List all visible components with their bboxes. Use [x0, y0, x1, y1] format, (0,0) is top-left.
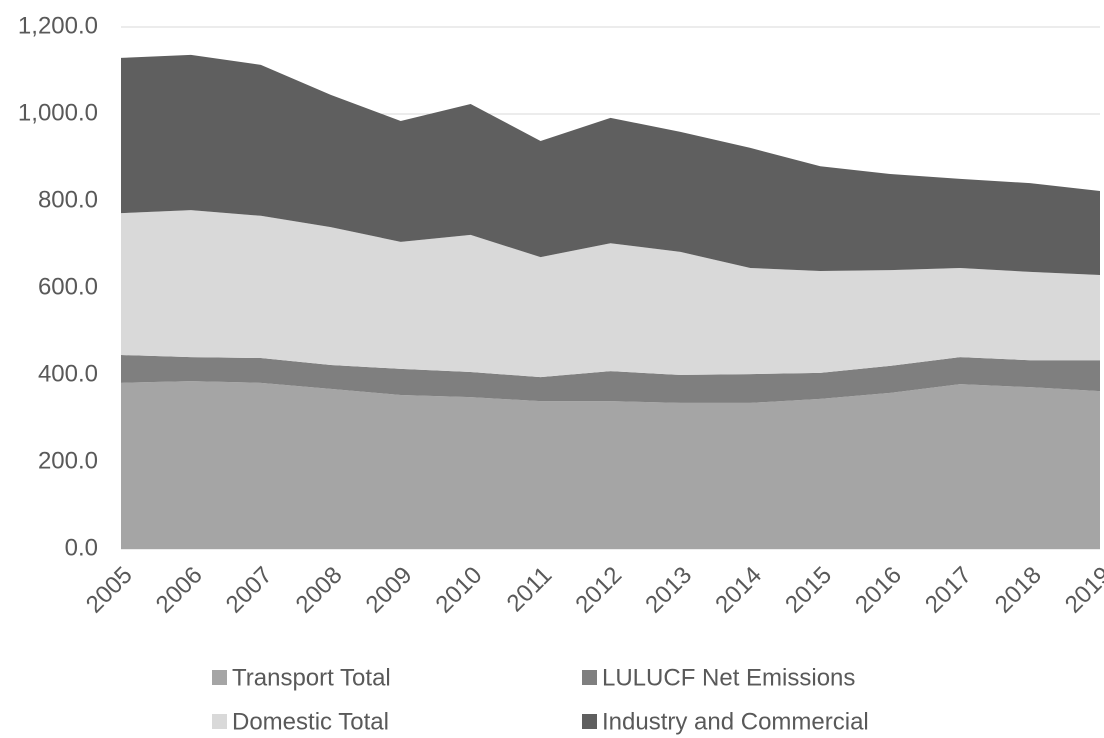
x-tick-label: 2019	[1060, 562, 1104, 619]
x-tick-label: 2006	[151, 562, 208, 619]
x-tick-label: 2007	[221, 562, 278, 619]
x-tick-label: 2010	[431, 562, 488, 619]
area	[121, 381, 1100, 549]
legend-swatch	[212, 714, 227, 729]
y-tick-label: 200.0	[38, 447, 98, 474]
y-tick-label: 600.0	[38, 273, 98, 300]
x-tick-label: 2017	[920, 562, 977, 619]
x-tick-label: 2008	[291, 562, 348, 619]
legend-label: LULUCF Net Emissions	[602, 664, 855, 691]
legend-swatch	[212, 670, 227, 685]
area	[121, 354, 1100, 403]
legend-swatch	[582, 670, 597, 685]
x-tick-label: 2011	[502, 562, 558, 618]
x-tick-label: 2005	[81, 562, 138, 619]
area	[121, 210, 1100, 378]
x-tick-label: 2014	[710, 562, 767, 619]
x-tick-label: 2018	[990, 562, 1047, 619]
legend-label: Domestic Total	[232, 708, 389, 735]
x-tick-label: 2013	[640, 562, 697, 619]
legend-label: Industry and Commercial	[602, 708, 869, 735]
legend-swatch	[582, 714, 597, 729]
y-tick-label: 400.0	[38, 360, 98, 387]
x-tick-label: 2012	[570, 562, 627, 619]
y-tick-label: 0.0	[65, 534, 98, 561]
x-tick-label: 2016	[850, 562, 907, 619]
y-tick-label: 1,000.0	[18, 99, 98, 126]
legend-label: Transport Total	[232, 664, 391, 691]
y-tick-label: 800.0	[38, 186, 98, 213]
x-tick-label: 2015	[780, 562, 837, 619]
area	[121, 54, 1100, 275]
x-tick-label: 2009	[361, 562, 418, 619]
y-tick-label: 1,200.0	[18, 12, 98, 39]
